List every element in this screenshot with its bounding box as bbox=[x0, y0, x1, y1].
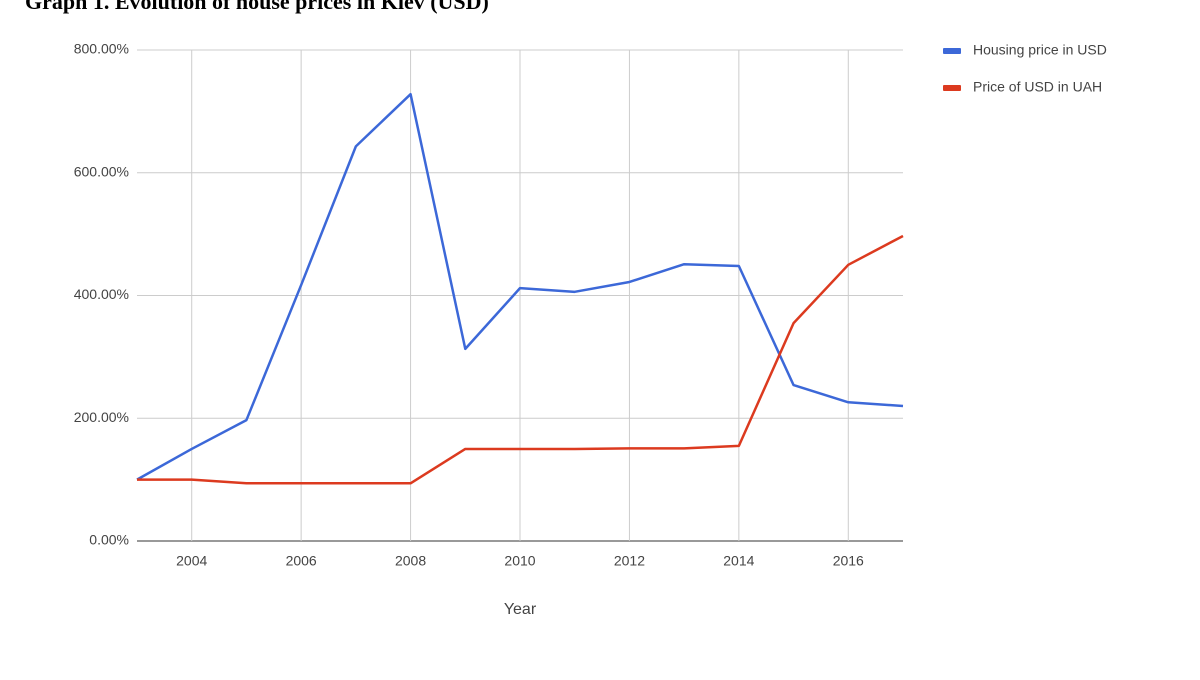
x-tick-label: 2016 bbox=[833, 553, 864, 569]
x-tick-label: 2014 bbox=[723, 553, 754, 569]
x-axis-label: Year bbox=[504, 601, 537, 618]
legend-label: Housing price in USD bbox=[973, 42, 1107, 58]
legend-swatch bbox=[943, 48, 961, 54]
y-tick-label: 800.00% bbox=[74, 41, 129, 57]
x-tick-label: 2004 bbox=[176, 553, 207, 569]
x-tick-label: 2006 bbox=[286, 553, 317, 569]
y-tick-label: 400.00% bbox=[74, 286, 129, 302]
chart-title: Graph 1. Evolution of house prices in Ki… bbox=[25, 0, 489, 14]
x-tick-label: 2010 bbox=[504, 553, 535, 569]
data-line bbox=[137, 234, 904, 485]
y-tick-label: 0.00% bbox=[89, 532, 129, 548]
legend-label: Price of USD in UAH bbox=[973, 79, 1102, 95]
data-line bbox=[136, 92, 904, 481]
legend-swatch bbox=[943, 85, 961, 91]
y-tick-label: 600.00% bbox=[74, 163, 129, 179]
y-tick-label: 200.00% bbox=[74, 409, 129, 425]
x-tick-label: 2012 bbox=[614, 553, 645, 569]
x-tick-label: 2008 bbox=[395, 553, 426, 569]
